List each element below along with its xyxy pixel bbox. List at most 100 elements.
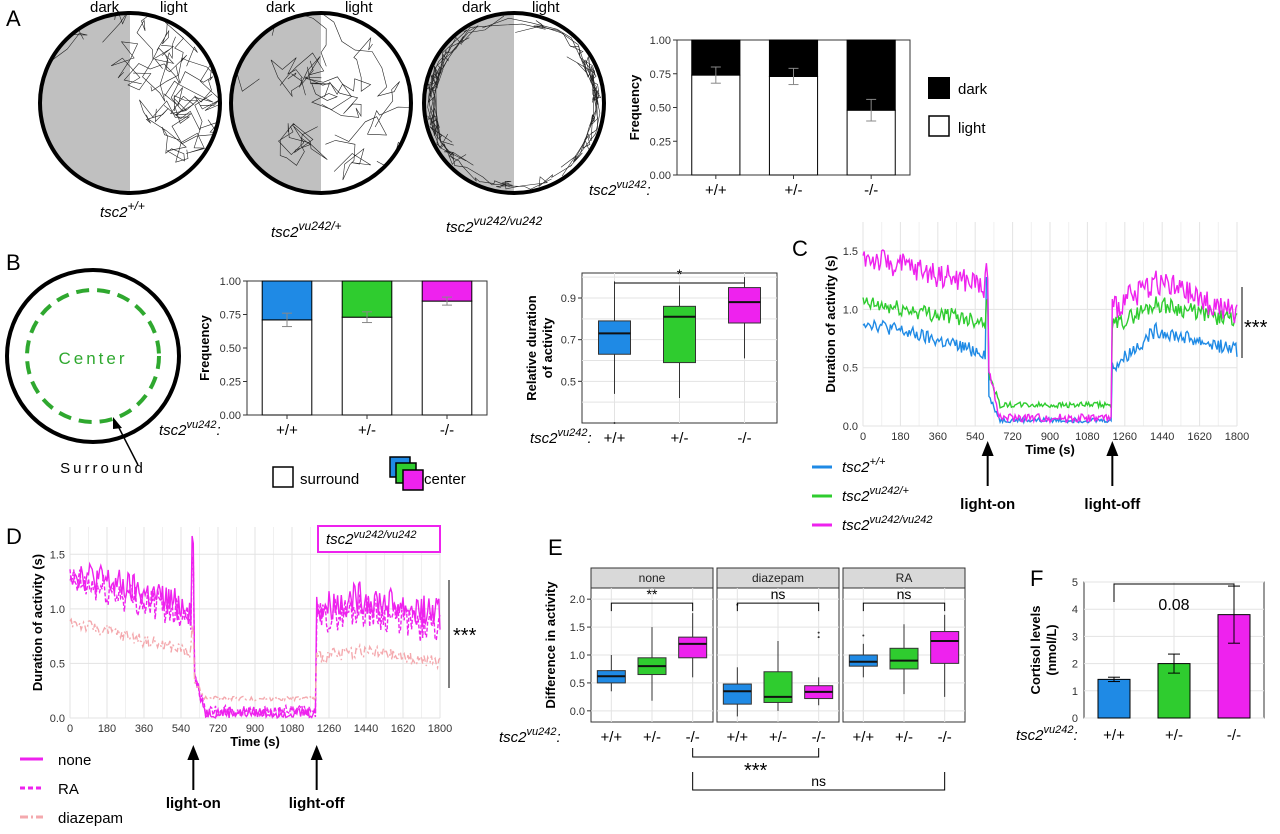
chart-f-ytick-label: 2 (1072, 659, 1078, 671)
chart-a-xtick-label: +/+ (705, 182, 727, 199)
chart-f-sig-bracket (1113, 583, 1235, 602)
chart-d-xtick-label: 0 (67, 723, 73, 735)
swim-track (334, 106, 411, 142)
chart-e-xtick-label: +/+ (852, 729, 874, 746)
chart-e-xlabel: tsc2vu242: (499, 726, 561, 746)
legend-b-center-label: center (424, 471, 466, 488)
panel-label-d: D (6, 524, 22, 549)
swim-track (163, 87, 215, 145)
chart-f-ytick-label: 3 (1072, 631, 1078, 643)
swim-track (146, 114, 187, 162)
swim-track (430, 119, 510, 187)
chart-e-cross-sig-2: ns (811, 773, 826, 789)
swim-track (561, 57, 599, 177)
chart-b-xlabel: tsc2vu242: (159, 419, 221, 439)
chart-d-light-on-label: light-on (166, 795, 221, 812)
arena-2 (229, 11, 413, 195)
chart-e-sig-bracket-none (610, 602, 694, 612)
chart-e-facet-label-diazepam: diazepam (752, 571, 804, 585)
chart-e-ytick-label: 1.0 (570, 650, 585, 662)
chart-a-xlabel: tsc2vu242: (589, 179, 651, 199)
chart-c-series-vu242-vu242 (862, 249, 1238, 424)
chart-f-xtick-label: -/- (1227, 727, 1241, 744)
swim-track (435, 23, 546, 148)
chart-a-ytick-label: 1.00 (650, 35, 671, 47)
chart-d-xtick-label: 1080 (280, 723, 304, 735)
swim-track (290, 13, 327, 67)
chart-e-diazepam-box (722, 683, 752, 705)
chart-b-ytick-label: 0.50 (220, 343, 241, 355)
center-surround-diagram: Center Surround (5, 268, 181, 477)
arena-2-tracks (231, 13, 411, 193)
chart-a-ytick-label: 0.25 (650, 136, 671, 148)
chart-d-xtick-label: 720 (209, 723, 227, 735)
chart-c-ylabel: Duration of activity (s) (823, 255, 838, 392)
chart-d-xlabel: Time (s) (230, 734, 280, 749)
chart-c-series-vu242-+ (862, 296, 1238, 410)
swim-track (136, 13, 183, 60)
legend-d-label-0: none (58, 752, 91, 769)
chart-b-frequency: 0.00 0.25 0.50 0.75 1.00 +/+ +/- -/- Frequency ts… (159, 276, 488, 439)
chart-a-ylabel: Frequency (627, 74, 642, 141)
chart-d-xtick-label: 1260 (317, 723, 341, 735)
chart-e-xtick-label: -/- (938, 729, 952, 746)
chart-d-series-none (69, 535, 441, 720)
chart-b-box-xtick-label: +/- (671, 430, 689, 447)
chart-c-ytick-label: 1.0 (843, 304, 858, 316)
arena-1 (38, 11, 222, 195)
swim-track (110, 41, 152, 91)
arena-3-tracks (427, 15, 602, 190)
swim-track (175, 121, 220, 163)
chart-b-box-xlabel: tsc2vu242: (530, 427, 592, 447)
chart-e-sig-label-RA: ns (897, 586, 912, 602)
chart-b-ytick-label: 0.25 (220, 377, 241, 389)
chart-a-xtick-label: -/- (864, 182, 878, 199)
chart-c-xtick-label: 1800 (1225, 431, 1249, 443)
chart-e-ylabel: Difference in activity (543, 581, 558, 709)
chart-b-bar-surround (341, 316, 393, 416)
swim-track (428, 37, 470, 165)
chart-c-xtick-label: 720 (1003, 431, 1021, 443)
swim-track (427, 36, 462, 136)
chart-d-activity: 0 180 360 540 720 900 1080 1260 1440 1620 1800 0.0 0… (30, 525, 477, 812)
swim-track (560, 59, 595, 168)
chart-a-xtick-label: +/- (785, 182, 803, 199)
chart-f-ytick-label: 4 (1072, 604, 1078, 616)
chart-f-xlabel: tsc2vu242: (1016, 724, 1078, 744)
chart-c-xtick-label: 1440 (1150, 431, 1174, 443)
chart-c-ytick-label: 1.5 (843, 246, 858, 258)
chart-e-cross-sig-1: *** (744, 760, 768, 782)
swim-track (143, 13, 170, 51)
legend-c: tsc2+/+ tsc2vu242/+ tsc2vu242/vu242 (812, 456, 933, 534)
chart-e-RA-outlier (862, 634, 865, 637)
swim-track (123, 63, 198, 112)
swim-track (316, 13, 400, 128)
chart-c-xtick-label: 360 (929, 431, 947, 443)
swim-track (270, 57, 314, 98)
chart-b-box-ytick-label: 0.9 (561, 293, 576, 305)
panel-label-a: A (6, 6, 21, 31)
swim-track (533, 20, 600, 125)
chart-b-box-outlier (613, 422, 616, 424)
arena-3-genotype: tsc2vu242/vu242 (446, 214, 543, 236)
chart-d-xtick-label: 180 (98, 723, 116, 735)
chart-e-xtick-label: -/- (686, 729, 700, 746)
chart-e-sig-label-diazepam: ns (771, 586, 786, 602)
swim-track (442, 142, 552, 190)
chart-d-light-on-arrowhead (187, 745, 200, 760)
panel-label-c: C (792, 236, 808, 261)
chart-d-light-off-label: light-off (289, 795, 346, 812)
chart-a-bar-light (691, 74, 741, 176)
legend-a-dark-label: dark (958, 81, 988, 98)
chart-e-ytick-label: 2.0 (570, 594, 585, 606)
arena-3 (422, 11, 606, 195)
chart-d-genotype-label: tsc2vu242/vu242 (326, 529, 417, 548)
chart-c-xtick-label: 1260 (1113, 431, 1137, 443)
chart-d-ytick-label: 0.0 (50, 713, 65, 725)
panel-label-f: F (1030, 566, 1043, 591)
chart-e-RA-box (848, 654, 878, 667)
chart-e-xtick-label: +/- (643, 729, 661, 746)
chart-b-ylabel: Frequency (197, 314, 212, 381)
chart-b-ytick-label: 0.75 (220, 310, 241, 322)
chart-f-ytick-label: 0 (1072, 713, 1078, 725)
